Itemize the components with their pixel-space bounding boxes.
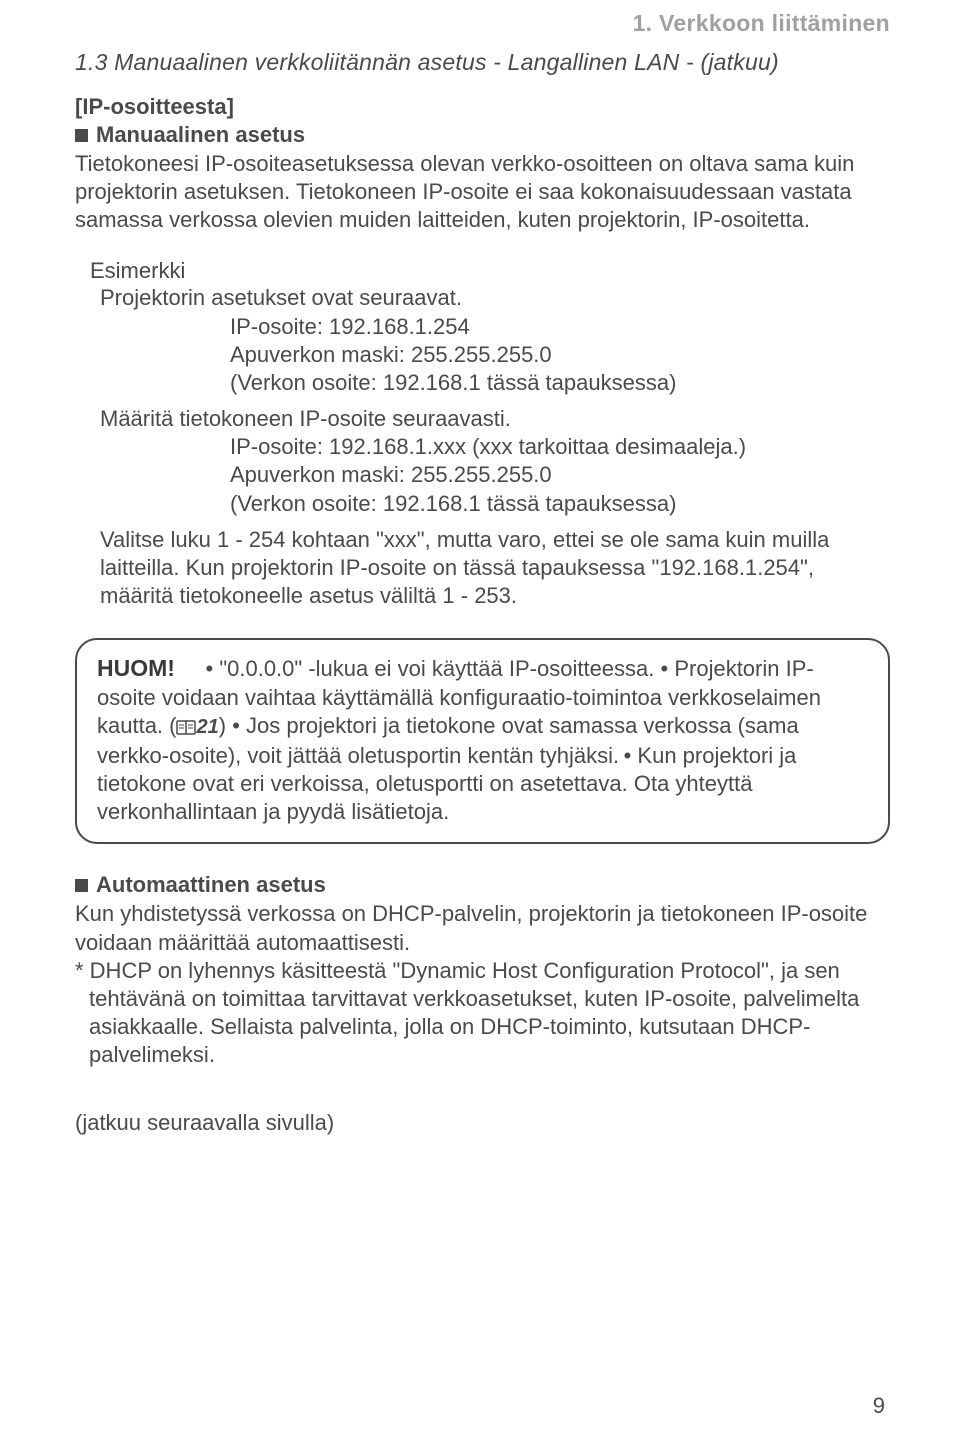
manual-setup-label: Manuaalinen asetus bbox=[96, 122, 305, 148]
manual-setup-heading: Manuaalinen asetus bbox=[75, 122, 890, 148]
notice-box: HUOM! • "0.0.0.0" -lukua ei voi käyttää … bbox=[75, 638, 890, 844]
chapter-header: 1. Verkkoon liittäminen bbox=[75, 10, 890, 37]
computer-network: (Verkon osoite: 192.168.1 tässä tapaukse… bbox=[230, 490, 890, 518]
huom-label: HUOM! bbox=[97, 655, 175, 681]
notice-line-1: HUOM! • "0.0.0.0" -lukua ei voi käyttää … bbox=[97, 656, 661, 681]
auto-setup-heading: Automaattinen asetus bbox=[75, 872, 890, 898]
projector-mask: Apuverkon maski: 255.255.255.0 bbox=[230, 341, 890, 369]
huom-text-2b: ) bbox=[219, 713, 226, 738]
computer-mask: Apuverkon maski: 255.255.255.0 bbox=[230, 461, 890, 489]
projector-ip: IP-osoite: 192.168.1.254 bbox=[230, 313, 890, 341]
page-reference: 21 bbox=[196, 716, 218, 738]
projector-network: (Verkon osoite: 192.168.1 tässä tapaukse… bbox=[230, 369, 890, 397]
computer-ip: IP-osoite: 192.168.1.xxx (xxx tarkoittaa… bbox=[230, 433, 890, 461]
auto-paragraph: Kun yhdistetyssä verkossa on DHCP-palvel… bbox=[75, 900, 890, 956]
projector-settings-label: Projektorin asetukset ovat seuraavat. bbox=[100, 284, 890, 312]
intro-paragraph: Tietokoneesi IP-osoiteasetuksessa olevan… bbox=[75, 150, 890, 234]
continued-label: (jatkuu seuraavalla sivulla) bbox=[75, 1109, 890, 1137]
auto-setup-label: Automaattinen asetus bbox=[96, 872, 326, 898]
book-icon bbox=[176, 714, 196, 742]
square-bullet-icon bbox=[75, 129, 88, 142]
section-title: 1.3 Manuaalinen verkkoliitännän asetus -… bbox=[75, 49, 890, 76]
computer-settings-label: Määritä tietokoneen IP-osoite seuraavast… bbox=[100, 405, 890, 433]
select-number-paragraph: Valitse luku 1 - 254 kohtaan "xxx", mutt… bbox=[100, 526, 890, 610]
dhcp-paragraph: * DHCP on lyhennys käsitteestä "Dynamic … bbox=[89, 957, 890, 1070]
square-bullet-icon bbox=[75, 879, 88, 892]
example-label: Esimerkki bbox=[90, 258, 890, 284]
page-number: 9 bbox=[873, 1393, 885, 1419]
sub-heading-ip: [IP-osoitteesta] bbox=[75, 94, 890, 120]
huom-text-1: • "0.0.0.0" -lukua ei voi käyttää IP-oso… bbox=[206, 656, 655, 681]
document-page: 1. Verkkoon liittäminen 1.3 Manuaalinen … bbox=[0, 0, 960, 1449]
